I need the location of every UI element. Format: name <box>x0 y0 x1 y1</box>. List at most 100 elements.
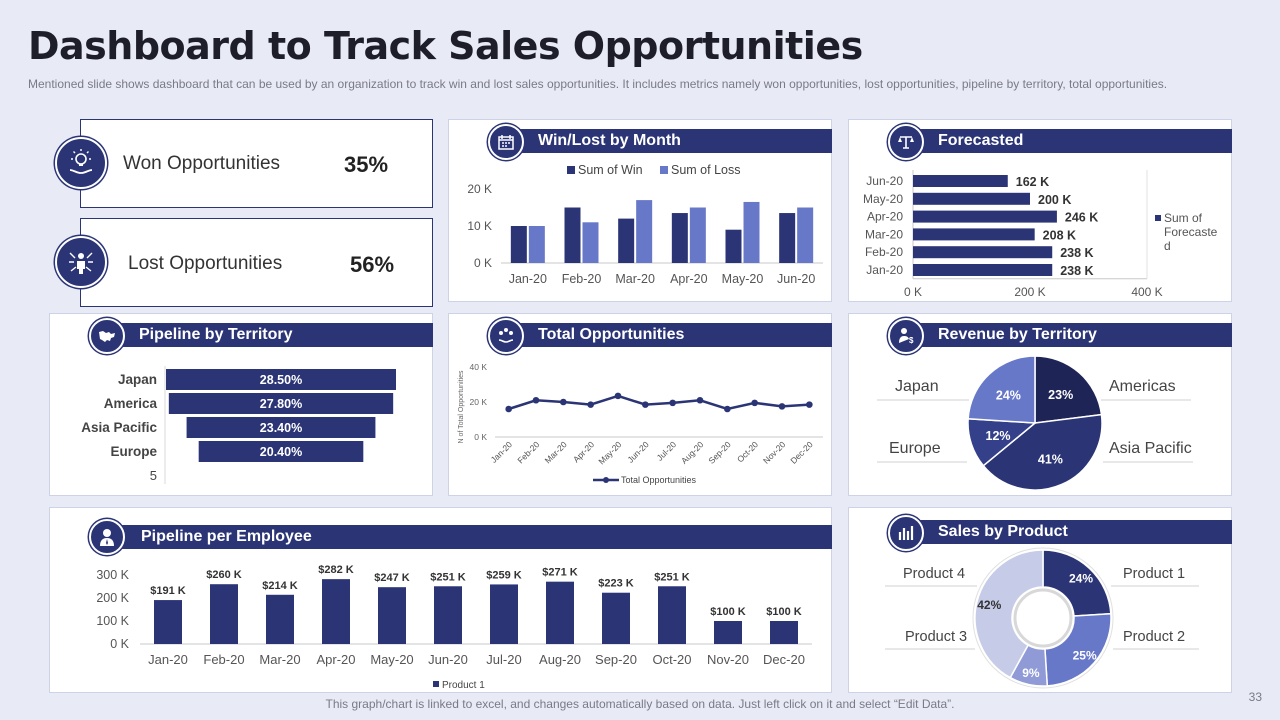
data-label: 27.80% <box>260 397 302 411</box>
category-label: America <box>104 396 158 411</box>
x-tick-label: Jan-20 <box>509 272 547 286</box>
x-tick-label: Dec-20 <box>788 439 815 466</box>
slice-percent: 24% <box>996 389 1021 403</box>
forecast-bar <box>913 264 1053 276</box>
data-point <box>669 399 676 407</box>
slice-percent: 25% <box>1073 649 1097 663</box>
person-dollar-icon: $ <box>888 318 924 354</box>
hand-lightbulb-icon <box>55 137 107 189</box>
data-label: $260 K <box>206 569 242 581</box>
forecasted-chart: Jun-20 162 K May-20 200 K Apr-20 246 K Mar-20 2… <box>863 170 1218 299</box>
data-label: $191 K <box>150 585 186 597</box>
x-tick-label: Jun-20 <box>428 652 468 667</box>
x-tick-label: Nov-20 <box>707 652 749 667</box>
x-tick-label: Mar-20 <box>543 439 569 465</box>
data-point <box>724 405 731 413</box>
legend-swatch <box>660 166 668 174</box>
y-tick-label: Apr-20 <box>867 210 903 224</box>
x-tick-label: Apr-20 <box>670 272 708 286</box>
data-label: 238 K <box>1060 246 1093 260</box>
forecast-bar <box>913 228 1035 241</box>
loss-bar <box>636 200 653 263</box>
employee-bar <box>658 586 686 644</box>
data-label: 28.50% <box>260 373 302 387</box>
pie-slice <box>1034 355 1103 424</box>
y-tick-label: 0 K <box>110 637 129 651</box>
win-bar <box>618 218 635 263</box>
pipeline-employee-header: Pipeline per Employee <box>95 525 832 549</box>
win-bar <box>671 213 688 263</box>
legend-label: Total Opportunities <box>621 475 697 485</box>
sales-product-header: Sales by Product <box>892 520 1232 544</box>
x-tick-label: May-20 <box>722 272 764 286</box>
slice-percent: 24% <box>1069 572 1093 586</box>
data-point <box>505 405 512 413</box>
won-opportunities-value: 35% <box>344 152 389 177</box>
x-tick-label: Feb-20 <box>515 439 541 465</box>
data-label: 208 K <box>1043 228 1076 242</box>
y-tick-label: 0 K <box>474 432 487 442</box>
legend-marker <box>603 477 609 483</box>
data-label: $223 K <box>598 578 634 590</box>
y-tick-label: 20 K <box>470 397 488 407</box>
data-label: $271 K <box>542 567 578 579</box>
slice-percent: 23% <box>1048 388 1073 402</box>
x-tick-label: Jul-20 <box>655 439 679 463</box>
y-tick-label: 10 K <box>467 219 492 233</box>
data-label: $100 K <box>710 606 746 618</box>
slice-label: Americas <box>1109 378 1176 395</box>
data-point <box>642 401 649 408</box>
loss-bar <box>528 226 545 263</box>
y-axis-label: N of Total Opportunities <box>458 370 465 444</box>
employee-bar <box>434 586 462 644</box>
data-label: 246 K <box>1065 211 1098 225</box>
legend-swatch <box>567 166 575 174</box>
x-tick-label: 400 K <box>1131 285 1162 299</box>
data-point <box>778 403 786 410</box>
lost-opportunities-card: Lost Opportunities 56% <box>80 218 433 307</box>
y-tick-label: Jan-20 <box>866 263 903 277</box>
x-tick-label: Feb-20 <box>562 272 602 286</box>
slice-percent: 42% <box>977 598 1001 612</box>
data-point <box>614 392 622 400</box>
slice-percent: 12% <box>986 429 1011 443</box>
funnel-bar <box>168 393 394 414</box>
x-tick-label: Aug-20 <box>679 439 706 466</box>
y-tick-label: Feb-20 <box>865 245 903 259</box>
page-subtitle: Mentioned slide shows dashboard that can… <box>28 77 1168 91</box>
data-label: 200 K <box>1038 193 1071 207</box>
calendar-icon <box>488 124 524 160</box>
donut-slice <box>974 549 1044 679</box>
revenue-territory-header: Revenue by Territory <box>892 323 1232 347</box>
total-opportunities-chart: 0 K 20 K 40 K N of Total Opportunities Jan-2… <box>458 362 823 485</box>
page-number: 33 <box>1248 690 1262 704</box>
x-tick-label: Sep-20 <box>706 439 733 466</box>
y-tick-label: 100 K <box>96 614 129 628</box>
data-label: $100 K <box>766 606 802 618</box>
employee-bar <box>210 584 238 644</box>
forecast-bar <box>913 210 1057 223</box>
win-bar <box>779 213 796 263</box>
x-tick-label: 0 K <box>904 285 922 299</box>
y-tick-label: 20 K <box>467 182 492 196</box>
data-label: $247 K <box>374 572 410 584</box>
loss-bar <box>743 201 760 263</box>
won-opportunities-card: Won Opportunities 35% <box>80 119 433 208</box>
slice-label: Japan <box>895 378 939 395</box>
donut-hole <box>1013 588 1073 648</box>
pie-slice <box>982 413 1103 491</box>
y-tick-label: Jun-20 <box>866 174 903 188</box>
x-tick-label: Jan-20 <box>148 652 188 667</box>
data-label: 23.40% <box>260 421 302 435</box>
pipeline-employee-chart: 0 K 100 K 200 K 300 K Jan-20 $191 K Feb-20 $260… <box>96 564 812 691</box>
forecasted-header: Forecasted <box>892 129 1232 153</box>
slice-label: Product 2 <box>1123 629 1185 645</box>
win-lost-chart: 0 K 10 K 20 K Jan-20 Feb-20 Mar-20 Apr-20 May-2… <box>467 163 823 286</box>
x-tick-label: Jan-20 <box>489 439 515 465</box>
data-point <box>587 401 594 408</box>
page-title: Dashboard to Track Sales Opportunities <box>28 24 863 68</box>
legend-label: Product 1 <box>442 680 485 691</box>
legend-swatch <box>433 681 439 687</box>
loss-bar <box>689 207 706 263</box>
data-label: $251 K <box>654 571 690 583</box>
